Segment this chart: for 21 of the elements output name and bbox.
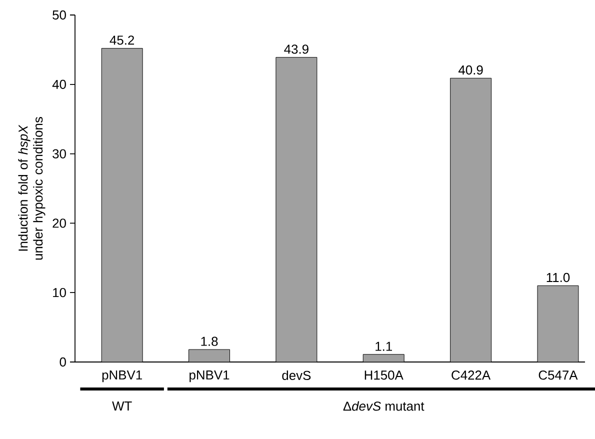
data-label: 43.9	[284, 44, 308, 54]
text: devS mutant	[352, 401, 424, 411]
data-label: 1.8	[201, 336, 218, 346]
x-tick-label: C422A	[452, 370, 491, 380]
data-label: 1.1	[376, 342, 392, 351]
y-tick-label: 0	[60, 357, 66, 367]
x-tick-label: pNBV1	[190, 370, 230, 382]
text: Δ	[343, 402, 352, 411]
y-tick-label: 10	[53, 288, 66, 298]
x-tick-label: C547A	[538, 370, 578, 380]
x-tick-label: H150A	[364, 370, 404, 380]
y-tick-label: 50	[52, 10, 66, 20]
x-tick-label: pNBV1	[102, 370, 142, 382]
data-label: 40.9	[458, 65, 483, 75]
x-tick-label: devS	[282, 370, 311, 380]
data-label: 45.2	[110, 36, 134, 45]
y-tick-label: 30	[52, 149, 66, 158]
text: WT	[112, 402, 132, 410]
y-tick-label: 20	[52, 218, 66, 228]
y-tick-label: 40	[52, 80, 66, 89]
data-label: 11.0	[546, 272, 570, 282]
